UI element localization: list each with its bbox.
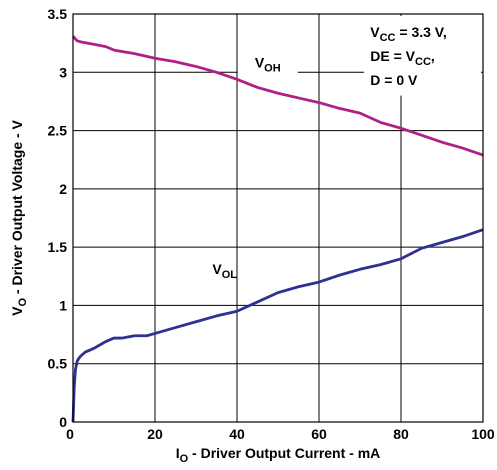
x-axis-title: IO - Driver Output Current - mA [176, 445, 381, 465]
plot-frame [72, 13, 484, 423]
y-tick-label: 1 [59, 297, 67, 313]
x-tick-label: 40 [229, 426, 245, 442]
x-tick-label: 100 [471, 426, 495, 442]
y-tick-label: 1.5 [48, 239, 68, 255]
series-line [71, 35, 484, 157]
y-tick-labels: 0 0.5 1 1.5 2 2.5 3 3.5 [48, 6, 68, 430]
annotation-line: D = 0 V [370, 72, 418, 88]
conditions-annotation: VCC = 3.3 V, DE = VCC, D = 0 V [364, 16, 481, 96]
series-label-background [237, 51, 298, 76]
annotation-line: DE = VCC, [370, 48, 435, 68]
x-tick-label: 80 [393, 426, 409, 442]
x-tick-labels: 0 20 40 60 80 100 [66, 426, 495, 442]
y-tick-label: 3 [59, 64, 67, 80]
y-tick-label: 2 [59, 181, 67, 197]
series-label: VOL [212, 261, 237, 281]
y-tick-label: 3.5 [48, 6, 68, 22]
annotation-background [364, 16, 481, 96]
series-line [71, 228, 484, 423]
x-tick-label: 20 [147, 426, 163, 442]
series-label: VOH [255, 55, 281, 75]
x-tick-label: 0 [66, 426, 74, 442]
series-group [71, 35, 484, 423]
y-axis-title: VO - Driver Output Voltage - V [9, 119, 29, 315]
x-tick-label: 60 [311, 426, 327, 442]
y-tick-label: 0.5 [48, 356, 68, 372]
series-labels: VOH VOL [212, 51, 298, 281]
annotation-line: VCC = 3.3 V, [370, 24, 446, 44]
y-tick-label: 2.5 [48, 123, 68, 139]
y-tick-label: 0 [59, 414, 67, 430]
